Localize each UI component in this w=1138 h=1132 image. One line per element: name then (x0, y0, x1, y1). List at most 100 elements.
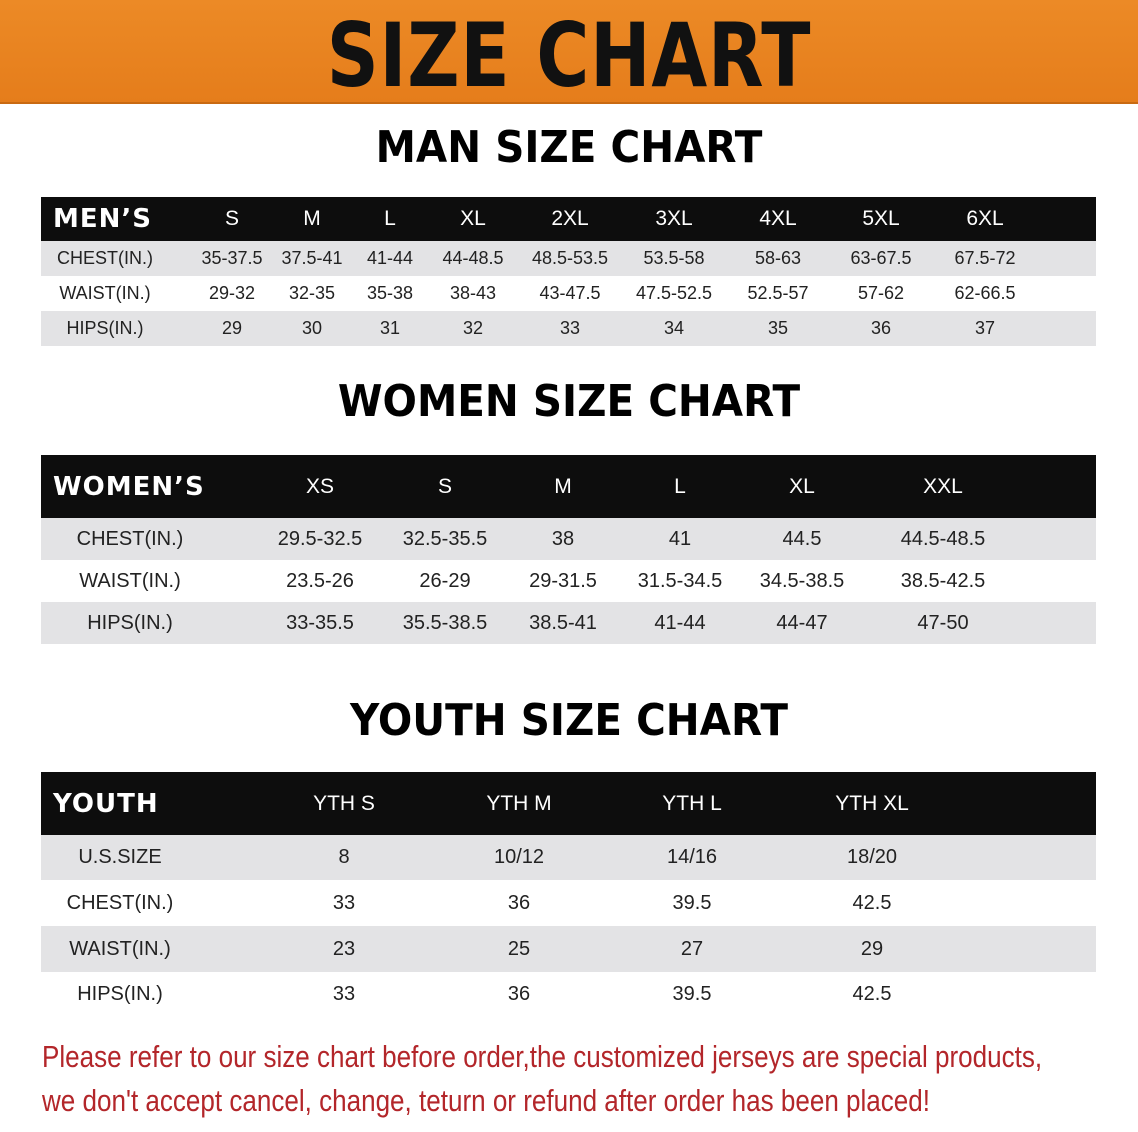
women-size-header: XXL (923, 474, 963, 498)
measurement-cell: 38.5-42.5 (900, 569, 986, 592)
row-label: CHEST(IN.) (76, 527, 184, 550)
men-table-row: CHEST(IN.) 35-37.5 37.5-41 41-44 44-48.5 48.5… (41, 241, 1096, 276)
measurement-cell: 34 (663, 318, 685, 338)
measurement-cell: 35 (767, 318, 789, 338)
measurement-cell: 38-43 (449, 283, 497, 303)
men-size-header: 6XL (966, 207, 1004, 230)
men-size-header: L (384, 207, 396, 230)
row-label: WAIST(IN.) (59, 283, 151, 303)
youth-size-table: YOUTH YTH S YTH M YTH L YTH XL U.S.SIZE 8 10/12… (41, 772, 1096, 1017)
measurement-cell: 44-47 (776, 611, 828, 634)
youth-header-label: YOUTH (53, 788, 159, 819)
men-section-title: MAN SIZE CHART (375, 122, 763, 173)
row-label: CHEST(IN.) (57, 248, 153, 268)
measurement-cell: 33 (332, 983, 356, 1005)
women-header-label: WOMEN’S (53, 471, 205, 502)
measurement-cell: 33-35.5 (286, 611, 354, 634)
measurement-cell: 33 (332, 891, 356, 914)
measurement-cell: 32 (462, 318, 484, 338)
measurement-cell: 31.5-34.5 (637, 569, 723, 592)
youth-size-header: YTH XL (835, 791, 909, 815)
row-label: CHEST(IN.) (66, 891, 174, 914)
banner-title: SIZE CHART (326, 4, 812, 107)
measurement-cell: 31 (379, 318, 401, 338)
women-table-row: WAIST(IN.) 23.5-26 26-29 29-31.5 31.5-34.5 34… (41, 560, 1096, 602)
measurement-cell: 35.5-38.5 (402, 611, 488, 634)
youth-table-row: U.S.SIZE 8 10/12 14/16 18/20 (41, 835, 1096, 880)
measurement-cell: 30 (301, 318, 323, 338)
measurement-cell: 35-38 (366, 283, 414, 303)
measurement-cell: 25 (507, 937, 531, 960)
measurement-cell: 23.5-26 (286, 569, 354, 592)
measurement-cell: 48.5-53.5 (531, 248, 609, 268)
measurement-cell: 23 (332, 937, 356, 960)
youth-size-header: YTH M (486, 791, 552, 815)
measurement-cell: 41-44 (654, 611, 706, 634)
measurement-cell: 33 (559, 318, 581, 338)
measurement-cell: 57-62 (857, 283, 905, 303)
measurement-cell: 44.5 (782, 527, 822, 550)
women-size-table: WOMEN’S XS S M L XL XXL CHEST(IN.) 29.5-32.5 32.5… (41, 455, 1096, 644)
row-label: HIPS(IN.) (87, 611, 173, 634)
women-size-header: L (674, 474, 686, 498)
measurement-cell: 42.5 (852, 983, 892, 1005)
measurement-cell: 36 (870, 318, 892, 338)
measurement-cell: 34.5-38.5 (759, 569, 845, 592)
notice-line-1: Please refer to our size chart before or… (42, 1039, 1043, 1074)
measurement-cell: 29-31.5 (529, 569, 597, 592)
measurement-cell: 38 (551, 527, 575, 550)
measurement-cell: 29 (860, 937, 884, 960)
measurement-cell: 44-48.5 (442, 248, 504, 268)
row-label: WAIST(IN.) (69, 937, 171, 960)
women-table-row: HIPS(IN.) 33-35.5 35.5-38.5 38.5-41 41-44 44-… (41, 602, 1096, 644)
men-table-row: WAIST(IN.) 29-32 32-35 35-38 38-43 43-47.5 47.… (41, 276, 1096, 311)
measurement-cell: 43-47.5 (539, 283, 601, 303)
youth-header-row: YOUTH YTH S YTH M YTH L YTH XL (41, 772, 1096, 835)
measurement-cell: 14/16 (666, 846, 718, 868)
measurement-cell: 10/12 (493, 846, 545, 868)
measurement-cell: 8 (338, 846, 350, 868)
youth-size-header: YTH L (662, 791, 722, 815)
measurement-cell: 47-50 (917, 611, 969, 634)
measurement-cell: 47.5-52.5 (635, 283, 713, 303)
measurement-cell: 63-67.5 (850, 248, 912, 268)
row-label: WAIST(IN.) (79, 569, 181, 592)
men-size-header: 5XL (862, 207, 900, 230)
youth-table-row: CHEST(IN.) 33 36 39.5 42.5 (41, 880, 1096, 926)
measurement-cell: 41 (668, 527, 692, 550)
youth-table-row: WAIST(IN.) 23 25 27 29 (41, 926, 1096, 972)
youth-section-title: YOUTH SIZE CHART (350, 695, 788, 746)
measurement-cell: 36 (507, 983, 531, 1005)
men-header-label: MEN’S (53, 204, 152, 234)
measurement-cell: 32.5-35.5 (402, 527, 488, 550)
men-header-row: MEN’S S M L XL 2XL 3XL 4XL 5XL 6XL (41, 197, 1096, 241)
measurement-cell: 27 (680, 937, 704, 960)
measurement-cell: 44.5-48.5 (900, 527, 986, 550)
women-size-header: XL (789, 474, 815, 498)
measurement-cell: 26-29 (419, 569, 471, 592)
men-size-header: 2XL (551, 207, 589, 230)
measurement-cell: 39.5 (672, 983, 712, 1005)
measurement-cell: 62-66.5 (954, 283, 1016, 303)
measurement-cell: 41-44 (366, 248, 414, 268)
men-size-table: MEN’S S M L XL 2XL 3XL 4XL 5XL 6XL CHEST(IN.) 35-37… (41, 197, 1096, 346)
measurement-cell: 29.5-32.5 (277, 527, 363, 550)
measurement-cell: 18/20 (846, 846, 898, 868)
youth-size-header: YTH S (313, 791, 375, 815)
row-label: U.S.SIZE (78, 846, 162, 868)
measurement-cell: 29-32 (208, 283, 256, 303)
women-size-header: XS (305, 474, 335, 498)
measurement-cell: 37.5-41 (281, 248, 343, 268)
men-size-header: S (224, 207, 240, 230)
women-size-header: M (554, 474, 572, 498)
youth-table-row: HIPS(IN.) 33 36 39.5 42.5 (41, 972, 1096, 1017)
men-table-row: HIPS(IN.) 29 30 31 32 33 34 35 36 37 (41, 311, 1096, 346)
measurement-cell: 37 (974, 318, 996, 338)
measurement-cell: 32-35 (288, 283, 336, 303)
men-size-header: XL (460, 207, 486, 230)
row-label: HIPS(IN.) (66, 318, 144, 338)
men-size-header: 3XL (655, 207, 693, 230)
men-size-header: M (303, 207, 321, 230)
measurement-cell: 29 (221, 318, 243, 338)
men-size-header: 4XL (759, 207, 797, 230)
